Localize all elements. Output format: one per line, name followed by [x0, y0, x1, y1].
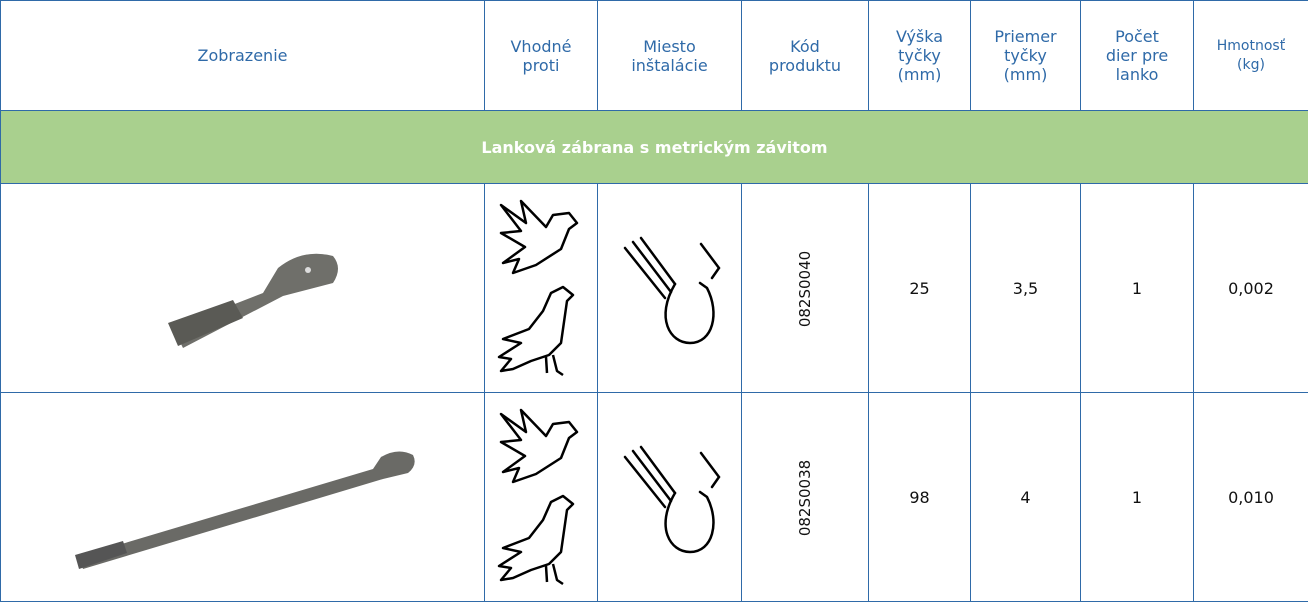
header-cell: Zobrazenie: [1, 1, 485, 111]
header-text: Vhodné proti: [504, 37, 579, 75]
cell: 25: [869, 184, 971, 393]
header-text: Priemer tyčky (mm): [986, 27, 1066, 84]
cell-value: 3,5: [1013, 279, 1038, 298]
cell-value: 98: [909, 488, 929, 507]
cell: 082S0040: [742, 184, 869, 393]
cell: 1: [1081, 393, 1194, 602]
cell: 0,010: [1194, 393, 1308, 602]
product-code: 082S0040: [796, 250, 814, 326]
cell: [485, 184, 598, 393]
gutter-icon: [615, 228, 725, 348]
header-text: Výška tyčky (mm): [890, 27, 950, 84]
cell: [598, 184, 742, 393]
cell: 98: [869, 393, 971, 602]
header-cell: Hmotnosť (kg): [1194, 1, 1308, 111]
cell: [1, 393, 485, 602]
cell: 1: [1081, 184, 1194, 393]
header-cell: Výška tyčky (mm): [869, 1, 971, 111]
header-row: Zobrazenie Vhodné proti Miesto inštaláci…: [1, 1, 1308, 111]
cell: 0,002: [1194, 184, 1308, 393]
cell-value: 0,010: [1228, 488, 1274, 507]
cell-value: 1: [1132, 488, 1142, 507]
cell: [598, 393, 742, 602]
cell-value: 25: [909, 279, 929, 298]
header-cell: Miesto inštalácie: [598, 1, 742, 111]
product-image: [3, 188, 483, 388]
header-text: Počet dier pre lanko: [1098, 27, 1176, 84]
product-row: 082S0040 25 3,5 1 0,002: [1, 184, 1308, 393]
header-text: Miesto inštalácie: [615, 37, 725, 75]
header-cell: Počet dier pre lanko: [1081, 1, 1194, 111]
gutter-icon: [615, 437, 725, 557]
cell-value: 4: [1020, 488, 1030, 507]
header-text: Kód produktu: [755, 37, 855, 75]
header-text: Zobrazenie: [198, 46, 288, 65]
header-text: Hmotnosť (kg): [1201, 37, 1301, 75]
section-title: Lanková zábrana s metrickým závitom: [1, 111, 1308, 184]
cell: [485, 393, 598, 602]
bird-icons: [491, 402, 591, 592]
header-cell: Vhodné proti: [485, 1, 598, 111]
cell-value: 1: [1132, 279, 1142, 298]
cell: 4: [971, 393, 1081, 602]
product-row: 082S0038 98 4 1 0,010: [1, 393, 1308, 602]
product-code: 082S0038: [796, 459, 814, 535]
bird-icons: [491, 193, 591, 383]
product-image: [3, 397, 483, 597]
cell: 3,5: [971, 184, 1081, 393]
header-cell: Priemer tyčky (mm): [971, 1, 1081, 111]
cell: [1, 184, 485, 393]
section-row: Lanková zábrana s metrickým závitom: [1, 111, 1308, 184]
cell-value: 0,002: [1228, 279, 1274, 298]
header-cell: Kód produktu: [742, 1, 869, 111]
cell: 082S0038: [742, 393, 869, 602]
